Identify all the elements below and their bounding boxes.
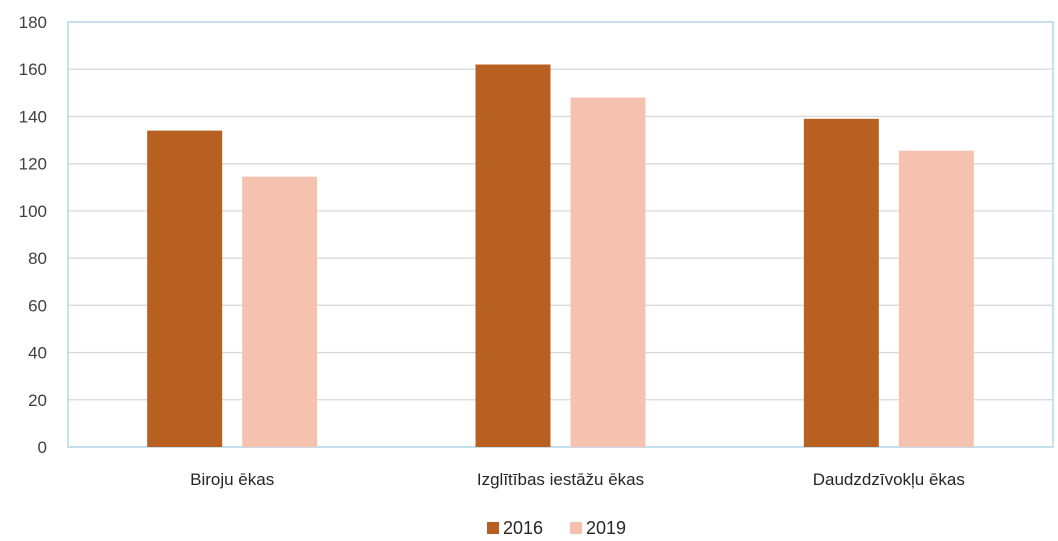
legend: 2016 2019 <box>487 518 626 538</box>
x-tick-label: Biroju ēkas <box>190 470 274 489</box>
bar-2016-2 <box>475 64 551 447</box>
x-axis: Biroju ēkas Izglītības iestāžu ēkas Daudzd… <box>190 470 965 489</box>
y-tick-label: 120 <box>19 155 47 174</box>
y-tick-label: 100 <box>19 202 47 221</box>
y-tick-label: 80 <box>28 249 47 268</box>
bar-2019-1 <box>242 176 318 447</box>
bar-2019-2 <box>570 97 646 448</box>
plot-area-border <box>67 21 1054 448</box>
bars <box>147 64 974 448</box>
y-tick-label: 20 <box>28 391 47 410</box>
y-tick-label: 0 <box>38 438 47 457</box>
x-tick-label: Izglītības iestāžu ēkas <box>477 470 644 489</box>
legend-swatch-2019 <box>570 522 582 534</box>
y-tick-label: 160 <box>19 60 47 79</box>
legend-label-2019: 2019 <box>586 518 626 538</box>
x-tick-label: Daudzdzīvokļu ēkas <box>813 470 965 489</box>
y-tick-label: 60 <box>28 296 47 315</box>
bar-2019-3 <box>898 150 974 448</box>
legend-label-2016: 2016 <box>503 518 543 538</box>
legend-swatch-2016 <box>487 522 499 534</box>
y-tick-label: 180 <box>19 13 47 32</box>
bar-2016-1 <box>147 130 223 447</box>
y-tick-label: 40 <box>28 344 47 363</box>
y-axis: 0 20 40 60 80 100 120 140 160 180 <box>19 13 47 457</box>
y-tick-label: 140 <box>19 107 47 126</box>
bar-2016-3 <box>803 118 879 448</box>
